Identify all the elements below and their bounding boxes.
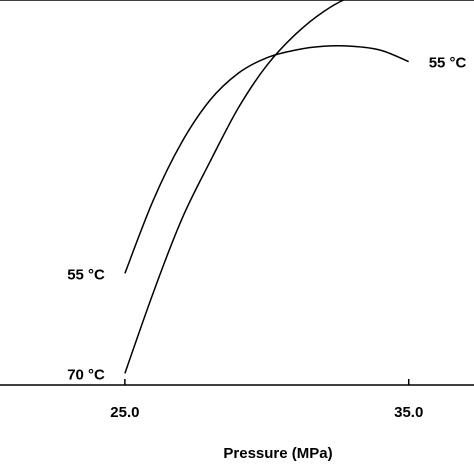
series-end-label-0: 55 °C — [429, 55, 467, 72]
x-axis-title: Pressure (MPa) — [223, 445, 332, 462]
series-start-label-0: 55 °C — [67, 266, 105, 283]
series-line-0 — [124, 45, 409, 274]
labels: 55 °C55 °C70 °C70 °C — [67, 55, 467, 384]
x-tick-label-1: 35.0 — [394, 404, 423, 421]
curves — [124, 0, 409, 374]
series-line-1 — [124, 0, 346, 374]
axes: 25.0 35.0 — [0, 0, 474, 421]
series-start-label-1: 70 °C — [67, 366, 105, 383]
x-tick-label-0: 25.0 — [110, 404, 139, 421]
